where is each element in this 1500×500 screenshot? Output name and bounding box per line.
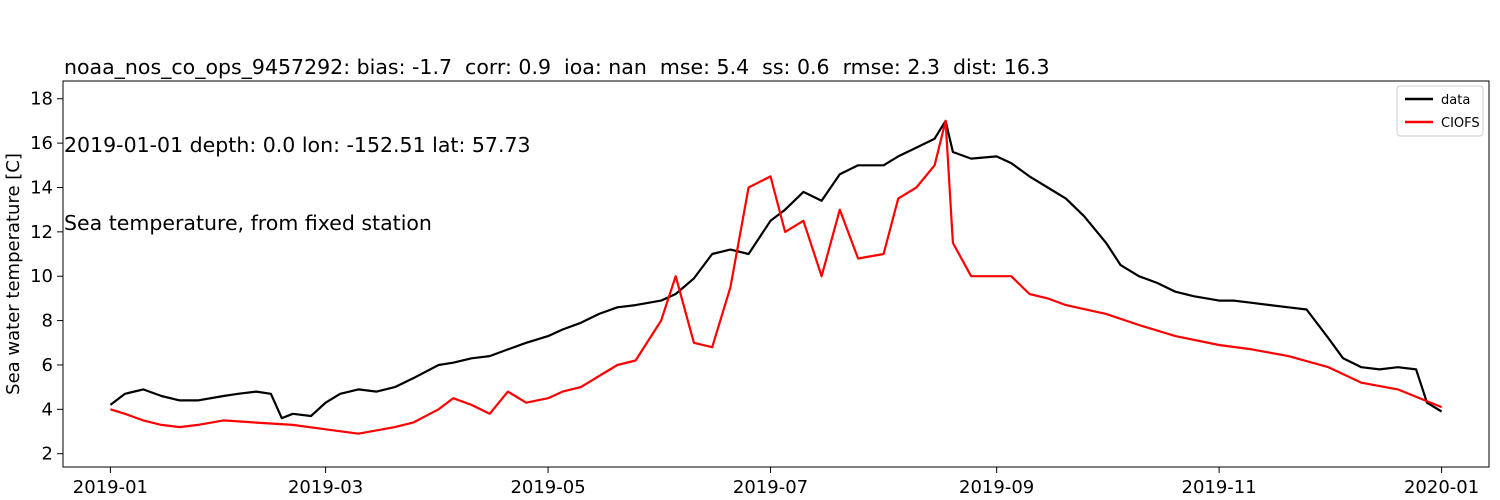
y-tick-label: 10 xyxy=(30,266,53,287)
x-tick-label: 2019-11 xyxy=(1182,477,1257,498)
axes-frame xyxy=(62,80,1490,468)
y-tick-label: 18 xyxy=(30,89,53,110)
plot-area xyxy=(109,119,1443,435)
legend: data CIOFS xyxy=(1396,85,1484,137)
x-tick-label: 2019-05 xyxy=(510,477,585,498)
y-tick-label: 16 xyxy=(30,133,53,154)
title-line-2: 2019-01-01 depth: 0.0 lon: -152.51 lat: … xyxy=(64,133,531,157)
y-axis: 2 4 6 8 10 12 14 16 18 xyxy=(30,89,63,465)
y-tick-label: 6 xyxy=(42,355,53,376)
x-tick-label: 2019-09 xyxy=(959,477,1034,498)
x-axis: 2019-01 2019-03 2019-05 2019-07 2019-09 2019-… xyxy=(73,467,1479,498)
legend-label: CIOFS xyxy=(1441,116,1480,131)
x-tick-label: 2020-01 xyxy=(1404,477,1479,498)
x-tick-label: 2019-07 xyxy=(733,477,808,498)
series-line-ciofs xyxy=(110,119,1443,435)
series-line-data xyxy=(109,119,1443,420)
title-line-3: Sea temperature, from fixed station xyxy=(64,211,432,235)
y-tick-label: 4 xyxy=(42,399,53,420)
title-line-1: noaa_nos_co_ops_9457292: bias: -1.7 corr… xyxy=(64,55,1050,79)
chart-title: noaa_nos_co_ops_9457292: bias: -1.7 corr… xyxy=(64,2,1049,262)
y-tick-label: 8 xyxy=(42,311,53,332)
y-tick-label: 14 xyxy=(30,177,53,198)
x-tick-label: 2019-01 xyxy=(73,477,148,498)
legend-label: data xyxy=(1441,93,1470,108)
y-tick-label: 2 xyxy=(42,444,53,465)
x-tick-label: 2019-03 xyxy=(288,477,363,498)
y-axis-label: Sea water temperature [C] xyxy=(3,153,24,395)
y-tick-label: 12 xyxy=(30,222,53,243)
